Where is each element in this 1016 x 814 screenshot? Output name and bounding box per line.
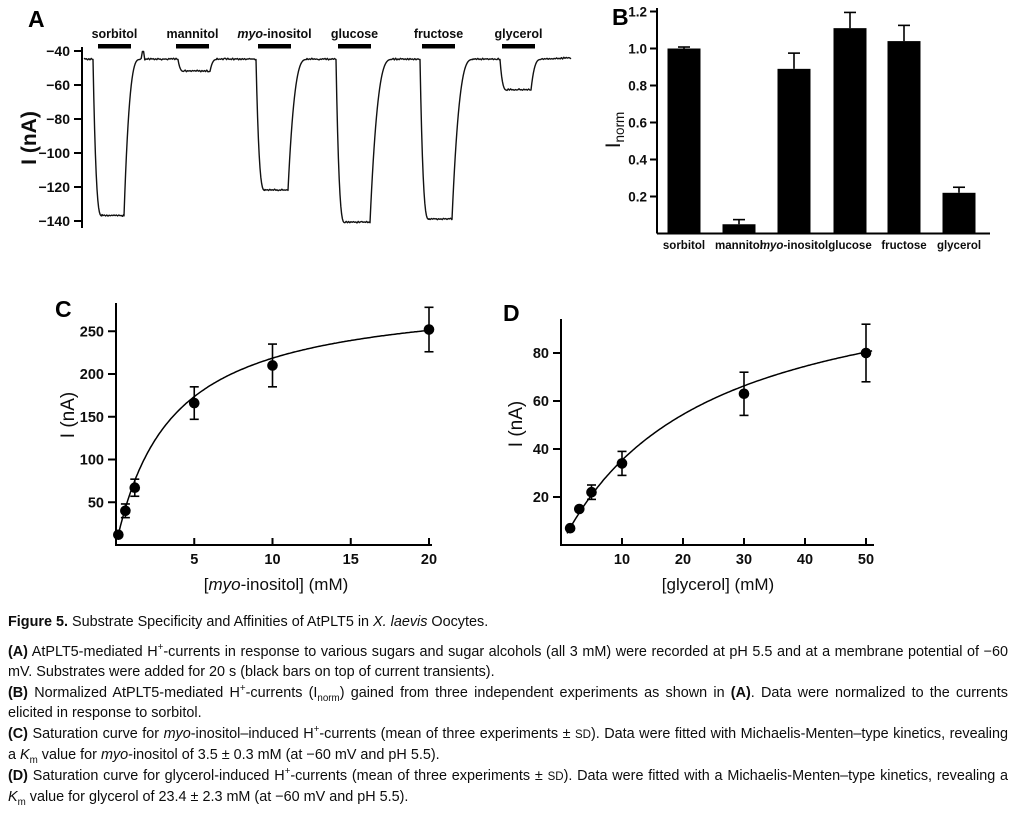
bar-glucose (833, 28, 867, 234)
substrate-label: glycerol (495, 27, 543, 41)
category-label: glucose (828, 240, 871, 252)
data-point (188, 397, 200, 409)
panel-label-c: C (55, 296, 72, 322)
y-tick-label: 0.2 (628, 190, 647, 205)
panel-label-a: A (28, 6, 45, 32)
y-tick-label: 80 (533, 346, 549, 362)
substrate-label: sorbitol (92, 27, 138, 41)
x-tick-label: 15 (343, 552, 359, 568)
caption-paragraph-b: (B) Normalized AtPLT5-mediated H+-curren… (8, 682, 1008, 721)
panel-a-y-axis-title: I (nA) (18, 111, 41, 165)
y-tick-label: 20 (533, 490, 549, 506)
y-tick-label: −60 (46, 77, 70, 93)
panels-cd-saturation-curves: 5 10 15 20 50 100 150 200 250 [myo-inositol] (mM)… (58, 303, 874, 594)
y-tick-label: 1.0 (628, 42, 647, 57)
current-trace (83, 50, 572, 224)
substrate-application-bar (338, 44, 371, 49)
y-tick-label: 0.4 (628, 153, 647, 168)
caption-paragraph-d: (D) Saturation curve for glycerol-induce… (8, 765, 1008, 808)
substrate-application-bar (422, 44, 455, 49)
bar-mannitol (722, 224, 756, 234)
caption-paragraph-c: (C) Saturation curve for myo-inositol–in… (8, 723, 1009, 766)
panel-D-y-axis-title: I (nA) (506, 401, 527, 447)
data-point (738, 388, 750, 400)
panel-label-b: B (612, 4, 629, 30)
y-tick-label: 100 (80, 453, 104, 469)
category-label: fructose (881, 240, 926, 252)
substrate-application-bar (98, 44, 131, 49)
y-tick-label: 1.2 (628, 5, 647, 20)
category-label: sorbitol (663, 240, 705, 252)
panel-label-d: D (503, 300, 520, 326)
category-label: myo-inositol (760, 240, 828, 252)
substrate-application-bar (502, 44, 535, 49)
x-tick-label: 5 (190, 552, 198, 568)
data-point (586, 486, 597, 498)
bar-fructose (887, 41, 921, 234)
panel-D-x-axis-title: [glycerol] (mM) (662, 575, 774, 594)
x-tick-label: 20 (421, 552, 437, 568)
y-tick-label: 50 (88, 495, 104, 511)
panel-C-x-axis-title: [myo-inositol] (mM) (204, 575, 349, 594)
figure-caption-title: Figure 5. Substrate Specificity and Affi… (8, 614, 489, 630)
bar-myo-inositol (777, 68, 811, 234)
x-tick-label: 20 (675, 552, 691, 568)
substrate-label: mannitol (166, 27, 218, 41)
fit-curve-D (566, 350, 873, 534)
y-tick-label: 40 (533, 442, 549, 458)
panel-b-y-axis-title: Inorm (602, 112, 627, 149)
substrate-label: myo-inositol (237, 27, 311, 41)
substrate-label: fructose (414, 27, 463, 41)
bar-glycerol (942, 192, 976, 234)
category-label: glycerol (937, 240, 981, 252)
panel-C-y-axis-title: I (nA) (58, 392, 79, 438)
data-point (129, 482, 141, 494)
category-label: mannitol (715, 240, 763, 252)
x-tick-label: 50 (858, 552, 874, 568)
x-tick-label: 10 (264, 552, 280, 568)
y-tick-label: 250 (80, 324, 104, 340)
y-tick-label: 150 (80, 410, 104, 426)
data-point (860, 347, 872, 359)
fit-curve-C (116, 329, 433, 539)
substrate-application-bar (258, 44, 291, 49)
x-tick-label: 40 (797, 552, 813, 568)
x-tick-label: 30 (736, 552, 752, 568)
data-point (574, 503, 585, 515)
y-tick-label: −80 (46, 111, 70, 127)
substrate-application-bar (176, 44, 209, 49)
data-point (120, 505, 131, 517)
data-point (564, 522, 576, 534)
data-point (113, 529, 124, 541)
y-tick-label: −40 (46, 43, 70, 59)
y-tick-label: 0.6 (628, 116, 647, 131)
x-tick-label: 10 (614, 552, 630, 568)
data-point (423, 324, 435, 335)
bar-sorbitol (667, 48, 701, 234)
data-point (616, 458, 628, 469)
y-tick-label: 0.8 (628, 79, 647, 94)
substrate-label: glucose (331, 27, 378, 41)
caption-paragraph-a: (A) AtPLT5-mediated H+-currents in respo… (8, 641, 1008, 680)
y-tick-label: −140 (38, 213, 70, 229)
y-tick-label: 200 (80, 367, 104, 383)
data-point (267, 360, 278, 371)
y-tick-label: 60 (533, 394, 549, 410)
figure-caption: Figure 5. Substrate Specificity and Affi… (8, 612, 1008, 808)
y-tick-label: −100 (38, 145, 70, 161)
y-tick-label: −120 (38, 179, 70, 195)
panel-a-current-traces: −40 −60 −80 −100 −120 −140 I (nA) sorbitol manni… (18, 27, 572, 229)
panel-b-bar-chart: 0.2 0.4 0.6 0.8 1.0 1.2 Inorm sorbitol mannitolm… (602, 5, 990, 252)
